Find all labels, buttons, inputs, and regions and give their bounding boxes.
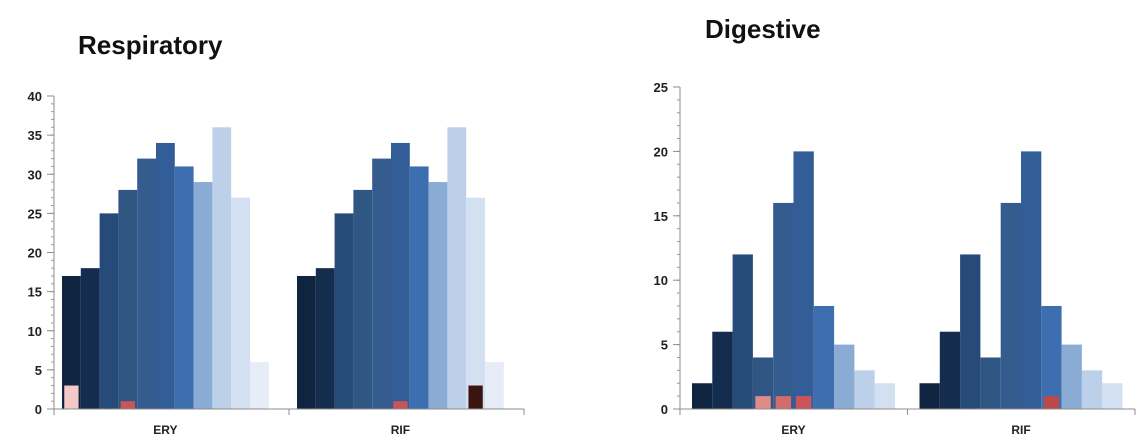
digestive-bar-rif-9: [1081, 370, 1103, 409]
digestive-bar-ery-2: [712, 331, 733, 409]
digestive-x-category-label-rif: RIF: [1011, 423, 1030, 437]
respiratory-bar-ery-9: [212, 127, 232, 410]
digestive-bar-ery-1: [692, 383, 713, 409]
respiratory-y-tick-label: 5: [35, 363, 42, 378]
respiratory-y-tick-label: 30: [28, 167, 42, 182]
digestive-overlay-ery-4: [755, 396, 771, 409]
digestive-bar-ery-9: [854, 370, 875, 409]
respiratory-y-tick-label: 0: [35, 402, 42, 417]
digestive-bar-ery-7: [813, 305, 835, 409]
digestive-bar-rif-3: [960, 254, 981, 409]
respiratory-overlay-rif-10: [468, 385, 483, 409]
digestive-y-tick-label: 10: [654, 273, 668, 288]
respiratory-bar-rif-7: [409, 166, 429, 409]
digestive-bar-rif-10: [1102, 383, 1123, 409]
respiratory-bar-rif-8: [428, 182, 448, 409]
respiratory-chart-title: Respiratory: [78, 30, 223, 60]
respiratory-chart: Respiratory 0 5 10 15 20 25 30 35 40 ERY RIF: [0, 0, 560, 443]
digestive-y-tick-label: 15: [654, 209, 668, 224]
respiratory-overlay-ery-1: [64, 385, 79, 409]
digestive-y-tick-label: 20: [654, 144, 668, 159]
respiratory-y-tick-label: 15: [28, 285, 42, 300]
respiratory-overlay-ery-4: [120, 401, 135, 409]
digestive-bar-rif-6: [1021, 151, 1042, 409]
digestive-bar-rif-2: [939, 331, 961, 409]
respiratory-x-category-label-rif: RIF: [391, 423, 410, 437]
respiratory-y-tick-label: 10: [28, 324, 42, 339]
respiratory-bar-ery-4: [118, 189, 138, 409]
digestive-overlay-rif-7: [1043, 396, 1060, 409]
respiratory-bar-rif-9: [447, 127, 467, 410]
respiratory-bar-ery-8: [193, 182, 213, 409]
digestive-bar-ery-6: [793, 151, 814, 409]
respiratory-bar-ery-3: [99, 213, 119, 409]
digestive-bar-ery-8: [834, 344, 855, 409]
respiratory-bar-rif-4: [353, 189, 373, 409]
digestive-bar-rif-4: [980, 357, 1001, 409]
respiratory-bar-ery-1: [62, 275, 81, 409]
respiratory-bar-ery-2: [80, 268, 100, 409]
digestive-bar-rif-7: [1041, 305, 1062, 409]
digestive-bar-ery-10: [874, 383, 895, 409]
respiratory-y-tick-label: 40: [28, 89, 42, 104]
digestive-bar-rif-5: [1000, 202, 1021, 409]
respiratory-bar-rif-11: [485, 362, 504, 409]
digestive-bar-ery-3: [732, 254, 753, 409]
respiratory-bar-ery-5: [137, 158, 156, 409]
digestive-overlay-ery-5: [775, 396, 792, 409]
respiratory-bar-ery-10: [231, 197, 250, 409]
respiratory-y-tick-label: 25: [28, 206, 42, 221]
digestive-plot: 0 5 10 15 20 25 ERY RIF: [654, 80, 1136, 437]
digestive-bar-rif-1: [919, 383, 940, 409]
digestive-y-tick-label: 5: [661, 338, 668, 353]
digestive-bar-rif-8: [1061, 344, 1082, 409]
digestive-chart: Digestive 0 5 10 15 20 25 ERY RIF: [600, 0, 1143, 443]
digestive-bar-ery-5: [773, 202, 794, 409]
digestive-y-tick-label: 0: [661, 402, 668, 417]
digestive-x-category-label-ery: ERY: [781, 423, 805, 437]
respiratory-bar-rif-10: [466, 197, 485, 409]
digestive-y-tick-label: 25: [654, 80, 668, 95]
digestive-overlay-ery-6: [795, 396, 812, 409]
digestive-chart-title: Digestive: [705, 14, 821, 44]
respiratory-x-category-label-ery: ERY: [153, 423, 177, 437]
respiratory-plot: 0 5 10 15 20 25 30 35 40 ERY RIF: [28, 89, 525, 437]
respiratory-overlay-rif-6: [393, 401, 408, 409]
respiratory-bar-rif-5: [372, 158, 391, 409]
respiratory-bar-ery-11: [250, 362, 269, 409]
respiratory-bar-rif-1: [297, 275, 316, 409]
respiratory-bar-rif-3: [334, 213, 354, 409]
respiratory-bar-rif-2: [315, 268, 335, 409]
respiratory-bar-ery-7: [174, 166, 194, 409]
respiratory-bar-rif-6: [391, 142, 410, 409]
respiratory-bar-ery-6: [156, 142, 175, 409]
respiratory-y-tick-label: 20: [28, 246, 42, 261]
respiratory-y-tick-label: 35: [28, 128, 42, 143]
